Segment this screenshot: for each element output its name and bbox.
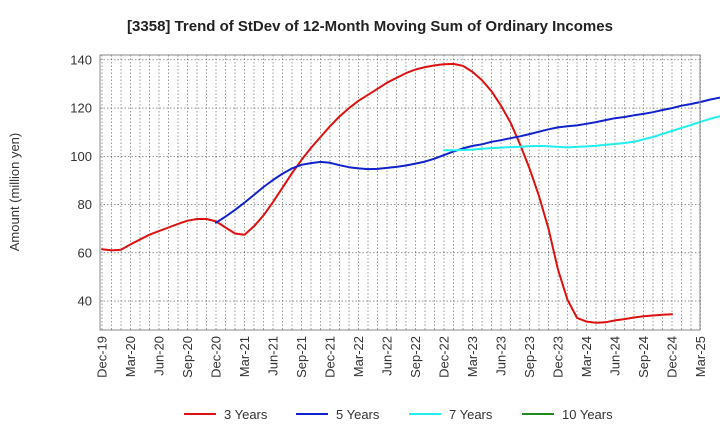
x-tick-label: Jun-23 bbox=[494, 336, 509, 376]
x-tick-label: Jun-20 bbox=[152, 336, 167, 376]
grid bbox=[100, 55, 701, 330]
x-tick-label: Mar-22 bbox=[351, 336, 366, 377]
x-tick-label: Jun-22 bbox=[380, 336, 395, 376]
x-axis-ticks: Dec-19 Mar-20 Jun-20 Sep-20 Dec-20 Mar-21 Jun-… bbox=[95, 336, 709, 378]
x-tick-label: Dec-20 bbox=[209, 336, 224, 378]
y-tick-label: 40 bbox=[78, 294, 92, 309]
x-tick-label: Jun-21 bbox=[266, 336, 281, 376]
x-tick-label: Mar-23 bbox=[465, 336, 480, 377]
series-lines bbox=[101, 62, 720, 324]
plot-frame bbox=[99, 54, 701, 331]
legend: 3 Years 5 Years 7 Years 10 Years bbox=[184, 407, 613, 422]
y-tick-label: 100 bbox=[70, 149, 92, 164]
series-line-7-years bbox=[443, 115, 720, 152]
x-tick-label: Jun-24 bbox=[608, 336, 623, 376]
x-tick-label: Sep-24 bbox=[636, 336, 651, 378]
series-line-5-years bbox=[215, 96, 720, 224]
x-tick-label: Mar-21 bbox=[237, 336, 252, 377]
x-tick-label: Dec-23 bbox=[551, 336, 566, 378]
legend-10-years-label: 10 Years bbox=[562, 407, 613, 422]
x-tick-label: Dec-22 bbox=[437, 336, 452, 378]
legend-3-years-label: 3 Years bbox=[224, 407, 268, 422]
chart-title: [3358] Trend of StDev of 12-Month Moving… bbox=[127, 18, 613, 35]
y-axis-label: Amount (million yen) bbox=[7, 133, 22, 252]
legend-7-years-label: 7 Years bbox=[449, 407, 493, 422]
y-tick-label: 60 bbox=[78, 245, 92, 260]
x-tick-label: Dec-19 bbox=[95, 336, 110, 378]
x-tick-label: Sep-21 bbox=[294, 336, 309, 378]
x-tick-label: Mar-20 bbox=[123, 336, 138, 377]
x-tick-label: Sep-20 bbox=[180, 336, 195, 378]
x-tick-label: Dec-24 bbox=[665, 336, 680, 378]
x-tick-label: Dec-21 bbox=[323, 336, 338, 378]
x-tick-label: Sep-22 bbox=[408, 336, 423, 378]
y-axis-ticks: 40 60 80 100 120 140 bbox=[70, 52, 92, 308]
series-line-3-years bbox=[101, 62, 673, 324]
x-tick-label: Mar-24 bbox=[579, 336, 594, 377]
y-tick-label: 80 bbox=[78, 197, 92, 212]
x-tick-label: Mar-25 bbox=[693, 336, 708, 377]
y-tick-label: 140 bbox=[70, 52, 92, 67]
legend-5-years-label: 5 Years bbox=[336, 407, 380, 422]
x-tick-label: Sep-23 bbox=[522, 336, 537, 378]
y-tick-label: 120 bbox=[70, 101, 92, 116]
